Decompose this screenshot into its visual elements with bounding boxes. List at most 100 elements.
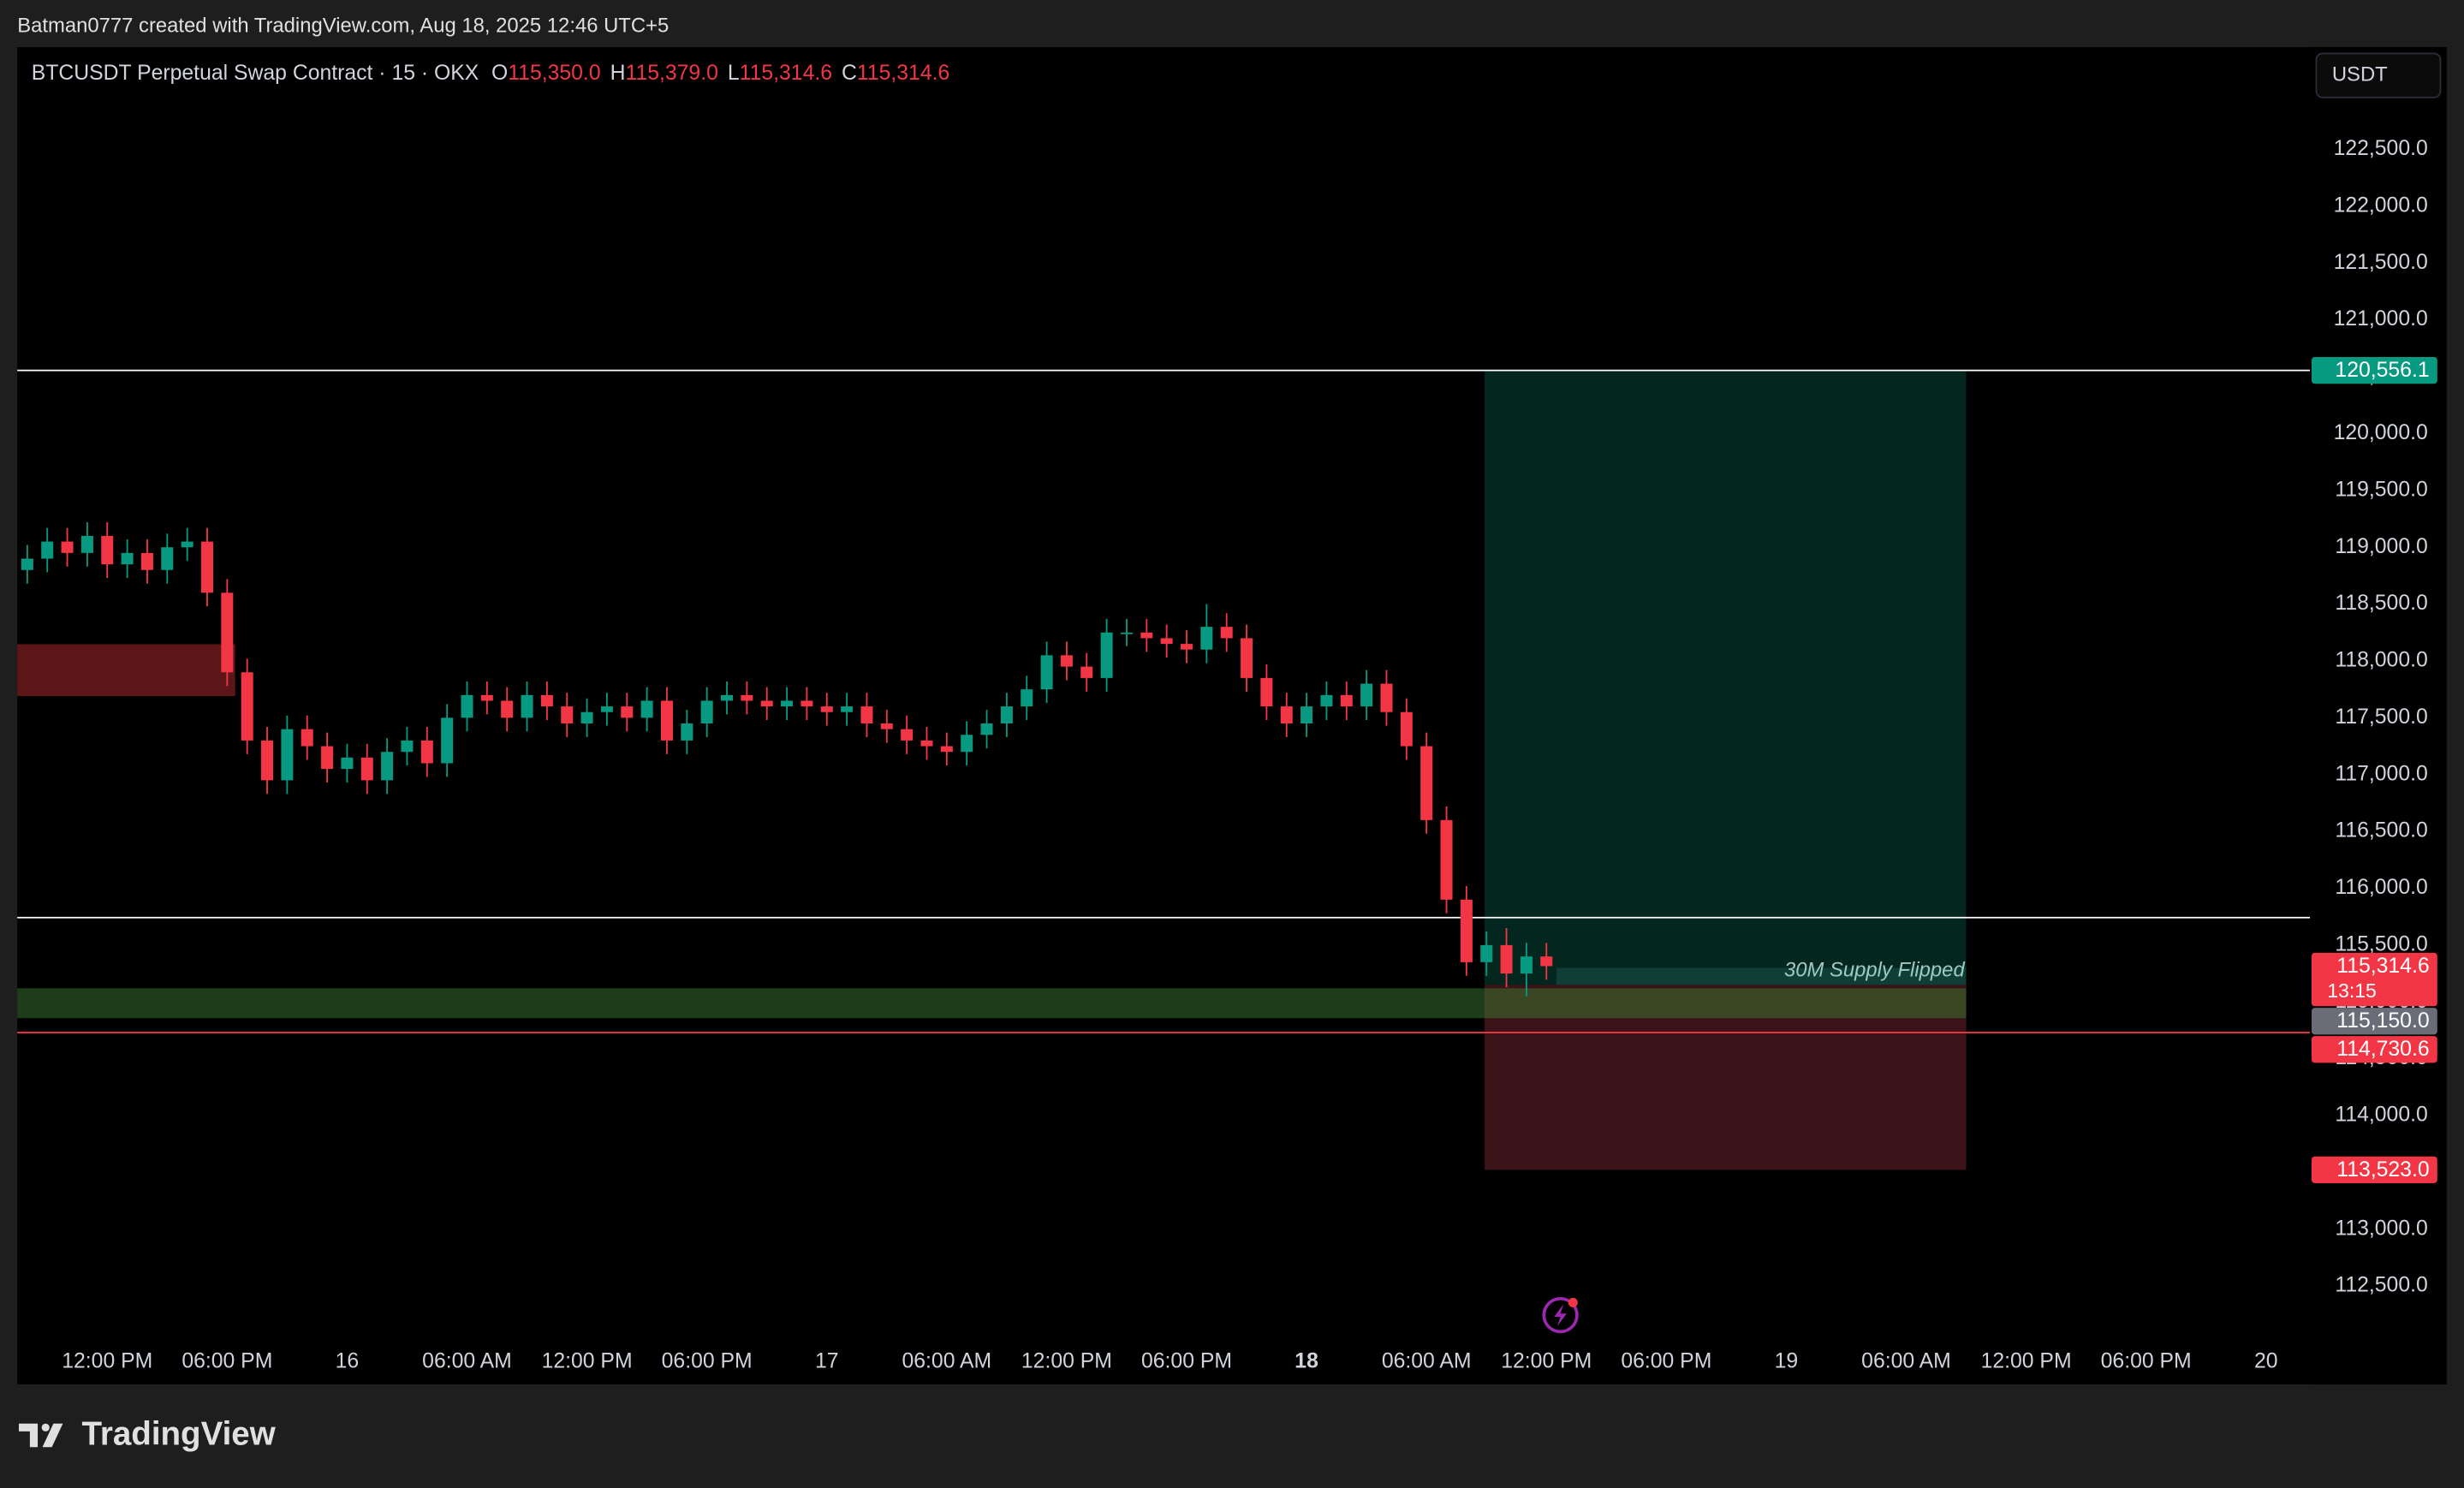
ohlc-value: 115,350.0 [508, 62, 600, 85]
candle-body [1220, 627, 1233, 639]
zone [17, 988, 1967, 1019]
price-label: 120,556.1 [2335, 359, 2429, 382]
y-tick-label: 116,000.0 [2335, 876, 2427, 899]
candle-body [41, 541, 54, 559]
candle-body [1181, 644, 1193, 650]
candle-body [540, 694, 553, 707]
candle-body [1040, 655, 1053, 690]
y-tick-label: 114,000.0 [2335, 1104, 2427, 1127]
x-tick-label: 12:00 PM [62, 1350, 152, 1373]
candle-body [321, 746, 334, 770]
zone [17, 644, 235, 697]
candle-body [221, 592, 234, 673]
candle-body [700, 700, 713, 724]
x-tick-label: 19 [1775, 1350, 1799, 1373]
candle-body [621, 706, 634, 718]
event-dot [1568, 1297, 1578, 1307]
y-tick-label: 122,000.0 [2334, 193, 2428, 217]
candle-body [101, 535, 114, 565]
candle-body [1140, 632, 1153, 639]
ohlc-value: 115,314.6 [740, 62, 832, 85]
candle-body [920, 740, 933, 747]
candle-body [261, 740, 274, 781]
candle-body [860, 706, 873, 724]
zone-label: 30M Supply Flipped [1784, 958, 1965, 981]
candle-body [1300, 706, 1313, 724]
y-tick-label: 115,500.0 [2335, 932, 2427, 955]
ohlc-key: O [491, 62, 508, 85]
candle-body [760, 700, 773, 707]
candle-body [1021, 689, 1033, 707]
candle-body [1060, 655, 1073, 667]
candle-body [1360, 683, 1373, 707]
candle-body [820, 706, 833, 712]
brand-mark-dot [41, 1423, 50, 1431]
y-tick-label: 116,500.0 [2335, 819, 2427, 842]
candle-body [1540, 956, 1553, 967]
candle-body [1280, 706, 1293, 724]
candle-body [341, 757, 354, 770]
candle-body [360, 757, 373, 781]
x-tick-label: 06:00 PM [1141, 1350, 1232, 1373]
price-label-box [2311, 1008, 2437, 1035]
candle-body [1440, 819, 1453, 900]
currency-button[interactable] [2315, 52, 2442, 98]
candle-body [1460, 899, 1473, 962]
x-tick-label: 17 [815, 1350, 839, 1373]
candle-body [1160, 638, 1173, 645]
attribution: Batman0777 created with TradingView.com,… [17, 14, 669, 37]
x-tick-label: 12:00 PM [1501, 1350, 1592, 1373]
candle-body [501, 700, 514, 718]
price-label-box [2311, 952, 2437, 1007]
candle-body [420, 740, 433, 764]
candle-body [961, 735, 973, 753]
candle-body [1000, 706, 1013, 724]
candle-body [940, 746, 953, 753]
price-label-box [2311, 1036, 2437, 1063]
candle-body [880, 723, 893, 729]
candle-body [281, 729, 294, 781]
candle-body [781, 700, 794, 707]
ohlc-value: 115,314.6 [857, 62, 949, 85]
x-tick-label: 06:00 PM [182, 1350, 272, 1373]
x-tick-label: 12:00 PM [1021, 1350, 1112, 1373]
y-tick-label: 119,500.0 [2335, 478, 2427, 501]
candle-body [181, 541, 193, 548]
candle-body [600, 706, 613, 712]
candle-body [640, 700, 653, 718]
event-circle [1542, 1297, 1579, 1334]
y-tick-label: 117,500.0 [2335, 705, 2427, 729]
y-tick-label: 121,000.0 [2334, 307, 2428, 330]
price-label: 115,150.0 [2336, 1009, 2429, 1033]
brand-mark [19, 1423, 63, 1448]
y-tick-label: 118,500.0 [2335, 592, 2427, 615]
x-tick-label: 16 [336, 1350, 360, 1373]
candle-body [21, 558, 33, 570]
candle-body [200, 541, 213, 593]
x-tick-label: 06:00 PM [662, 1350, 753, 1373]
event-icon[interactable] [1542, 1297, 1579, 1334]
y-tick-label: 120,000.0 [2334, 421, 2428, 444]
position-profit [1484, 370, 1967, 985]
y-tick-label: 121,500.0 [2334, 251, 2428, 274]
candle-body [721, 694, 734, 701]
candle-body [1480, 944, 1493, 962]
candle-body [521, 694, 533, 718]
x-tick-label: 20 [2254, 1350, 2278, 1373]
x-tick-label: 06:00 AM [1382, 1350, 1472, 1373]
candle-body [401, 740, 414, 753]
x-tick-label: 12:00 PM [1981, 1350, 2072, 1373]
y-tick-label: 117,000.0 [2335, 762, 2427, 785]
y-tick-label: 113,000.0 [2335, 1217, 2427, 1240]
candle-body [801, 700, 813, 707]
candle-body [301, 729, 313, 747]
candle-body [381, 752, 394, 781]
x-tick-label: 06:00 AM [422, 1350, 512, 1373]
price-label-box [2311, 357, 2437, 384]
price-label: 113,523.0 [2336, 1158, 2429, 1181]
candle-body [1500, 944, 1513, 974]
zone [1556, 967, 1967, 985]
y-tick-label: 122,500.0 [2334, 137, 2428, 160]
